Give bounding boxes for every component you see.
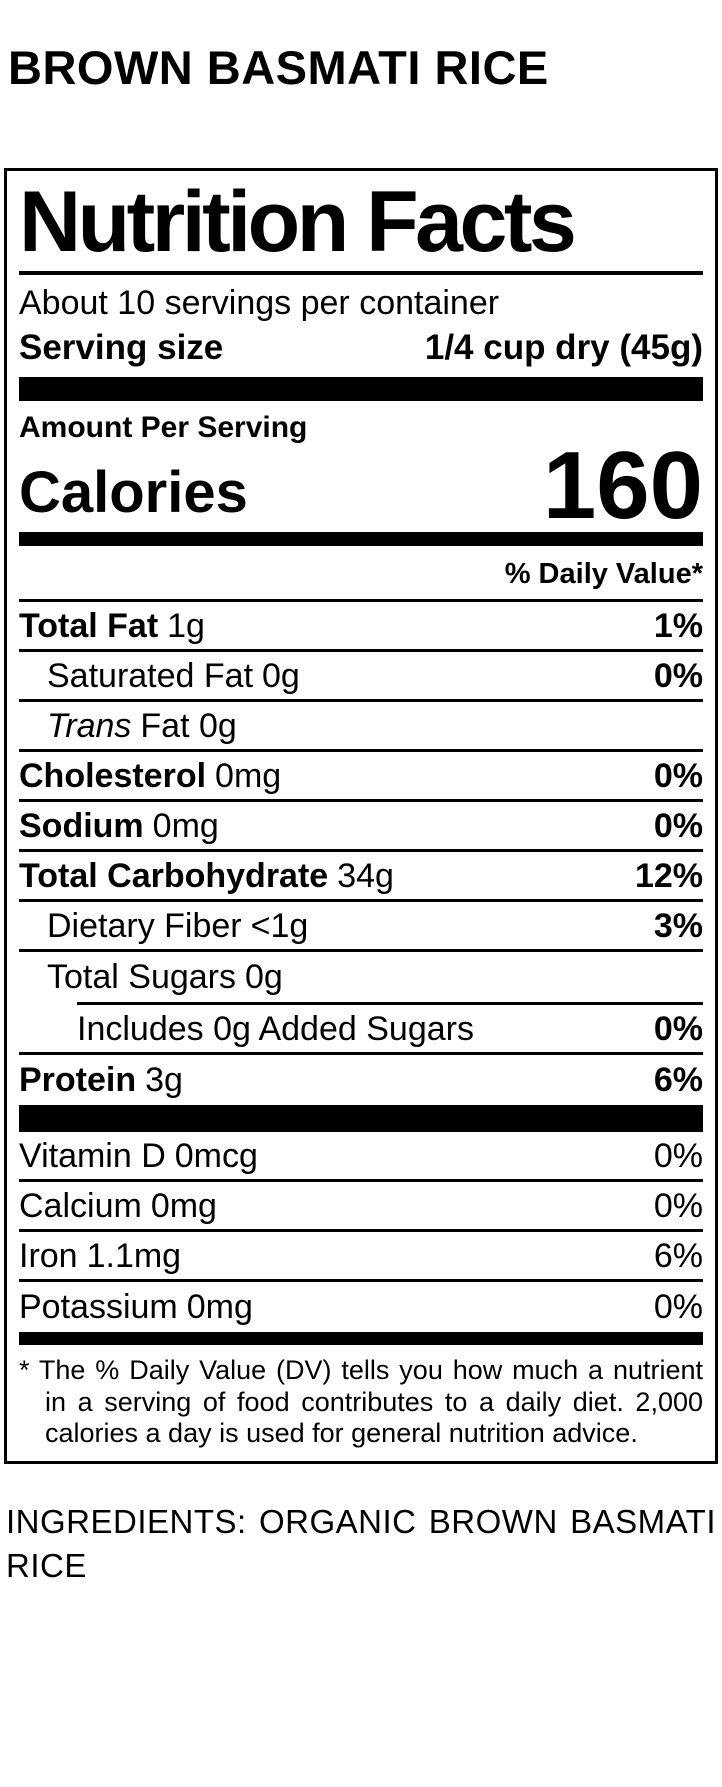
nutrition-facts-panel: Nutrition Facts About 10 servings per co… (4, 167, 718, 1465)
nutrient-amount: 0mcg (174, 1136, 258, 1175)
nutrient-amount: 3g (145, 1061, 183, 1100)
nutrient-amount: 1.1mg (86, 1236, 182, 1275)
nutrient-row-dietary-fiber: Dietary Fiber <1g 3% (19, 902, 703, 953)
ingredients-statement: INGREDIENTS: ORGANIC BROWN BASMATI RICE (6, 1503, 716, 1584)
nutrient-name-text: Vitamin D (19, 1136, 166, 1175)
nutrient-name: Vitamin D 0mcg (19, 1139, 258, 1173)
nutrient-amount: 1g (167, 606, 205, 645)
nutrient-row-trans-fat: Trans Fat 0g (19, 702, 703, 753)
nutrient-row-calcium: Calcium 0mg 0% (19, 1182, 703, 1233)
calories-row: Calories 160 (19, 431, 703, 539)
daily-value: 3% (653, 906, 703, 945)
nutrient-amount: 0g (245, 958, 283, 997)
title-separator (19, 270, 703, 275)
nutrient-name: Iron 1.1mg (19, 1239, 181, 1273)
nutrient-name: Total Carbohydrate 34g (19, 859, 394, 893)
nutrient-name: Total Fat 1g (19, 609, 205, 643)
nutrient-amount: 0g (262, 656, 300, 695)
nutrient-row-potassium: Potassium 0mg 0% (19, 1282, 703, 1332)
nutrient-name-text: Total Sugars (47, 958, 236, 997)
servings-per-container: About 10 servings per container (19, 283, 500, 322)
nutrient-row-total-fat: Total Fat 1g 1% (19, 602, 703, 653)
nutrient-name-text: Protein (19, 1061, 137, 1100)
divider-bar-thick (19, 1105, 703, 1133)
nutrient-name: Trans Fat 0g (19, 709, 237, 743)
nutrient-name-text: Trans (47, 706, 132, 745)
divider-bar-medium (19, 1332, 703, 1346)
daily-value: 6% (653, 1061, 703, 1100)
divider-bar-medium (19, 532, 703, 547)
calories-value: 160 (542, 431, 703, 539)
nutrient-name-text: Includes 0g Added Sugars (77, 1009, 474, 1048)
daily-value-footnote: * The % Daily Value (DV) tells you how m… (19, 1355, 703, 1449)
nutrient-row-sodium: Sodium 0mg 0% (19, 802, 703, 853)
nutrient-amount: 0mg (186, 1288, 253, 1327)
nutrient-name: Includes 0g Added Sugars (19, 1012, 474, 1046)
nutrient-name-text: Dietary Fiber (47, 906, 242, 945)
nutrient-row-total-sugars: Total Sugars 0g (19, 952, 703, 1002)
nutrient-row-total-carbohydrate: Total Carbohydrate 34g 12% (19, 852, 703, 903)
nutrient-name: Cholesterol 0mg (19, 759, 281, 793)
daily-value: 6% (653, 1236, 703, 1275)
serving-size-row: Serving size 1/4 cup dry (45g) (19, 324, 703, 377)
nutrient-row-cholesterol: Cholesterol 0mg 0% (19, 752, 703, 803)
daily-value: 1% (653, 606, 703, 645)
nutrient-name-text: Potassium (19, 1288, 178, 1327)
amount-per-serving-label: Amount Per Serving (19, 410, 308, 444)
daily-value: 0% (653, 1009, 703, 1048)
nutrient-row-vitamin-d: Vitamin D 0mcg 0% (19, 1132, 703, 1183)
nutrition-facts-title: Nutrition Facts (19, 173, 577, 270)
nutrient-name: Saturated Fat 0g (19, 659, 300, 693)
daily-value: 0% (653, 1288, 703, 1327)
nutrient-name: Total Sugars 0g (19, 960, 283, 994)
nutrient-name-text: Sodium (19, 806, 144, 845)
nutrient-name: Sodium 0mg (19, 809, 219, 843)
nutrient-name-text: Total Fat (19, 606, 159, 645)
nutrient-row-added-sugars: Includes 0g Added Sugars 0% (19, 1005, 703, 1056)
daily-value: 0% (653, 1136, 703, 1175)
nutrient-name-text: Calcium (19, 1186, 142, 1225)
daily-value: 0% (653, 756, 703, 795)
nutrient-amount: Fat 0g (140, 706, 237, 745)
divider-bar-thick (19, 376, 703, 401)
nutrient-amount: 0mg (150, 1186, 217, 1225)
product-title: BROWN BASMATI RICE (8, 41, 549, 94)
nutrient-name-text: Iron (19, 1236, 78, 1275)
nutrient-row-iron: Iron 1.1mg 6% (19, 1232, 703, 1283)
nutrient-name: Dietary Fiber <1g (19, 909, 308, 943)
daily-value: 0% (653, 1186, 703, 1225)
nutrient-amount: 0mg (152, 806, 219, 845)
daily-value: 0% (653, 806, 703, 845)
calories-label: Calories (19, 459, 248, 525)
nutrient-amount: <1g (250, 906, 309, 945)
daily-value: 12% (634, 856, 703, 895)
nutrient-amount: 0mg (215, 756, 282, 795)
daily-value: 0% (653, 656, 703, 695)
nutrient-name-text: Total Carbohydrate (19, 856, 329, 895)
nutrient-name-text: Cholesterol (19, 756, 207, 795)
serving-size-value: 1/4 cup dry (45g) (424, 327, 703, 367)
daily-value-header: % Daily Value* (19, 546, 703, 603)
nutrient-row-saturated-fat: Saturated Fat 0g 0% (19, 652, 703, 703)
serving-size-label: Serving size (19, 327, 224, 367)
nutrient-name-text: Saturated Fat (47, 656, 254, 695)
nutrient-row-protein: Protein 3g 6% (19, 1055, 703, 1105)
nutrient-name: Protein 3g (19, 1063, 183, 1097)
nutrient-amount: 34g (337, 856, 394, 895)
indented-separator (77, 1002, 703, 1006)
nutrient-name: Calcium 0mg (19, 1189, 217, 1223)
nutrient-name: Potassium 0mg (19, 1290, 253, 1324)
